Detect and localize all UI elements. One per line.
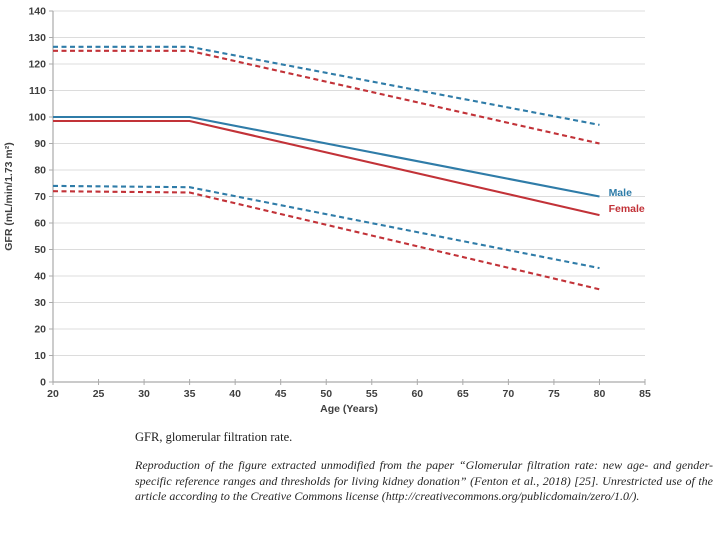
x-tick-label: 45	[275, 388, 287, 400]
x-tick-label: 40	[229, 388, 241, 400]
y-tick-label: 10	[34, 350, 46, 362]
x-tick-label: 25	[93, 388, 105, 400]
male-median-line	[53, 115, 600, 198]
y-tick-label: 140	[28, 6, 46, 18]
y-tick-label: 60	[34, 218, 46, 230]
gfr-line-chart: 0 10 20 30 40 50 60 70 80 90 100 110 120 130 140 20 25 30…	[3, 6, 651, 416]
y-tick-label: 30	[34, 297, 46, 309]
male-series-label: Male	[609, 187, 633, 199]
figure-caption: GFR, glomerular filtration rate. Reprodu…	[135, 430, 713, 505]
y-tick-label: 70	[34, 191, 46, 203]
x-tick-label: 55	[366, 388, 378, 400]
y-tick-label: 80	[34, 165, 46, 177]
female-upper-reference-limit-line	[53, 49, 600, 145]
x-tick-label: 75	[548, 388, 560, 400]
female-lower-reference-limit-line	[52, 190, 600, 291]
y-axis-title: GFR (mL/min/1.73 m²)	[3, 142, 15, 251]
x-axis-title: Age (Years)	[320, 403, 378, 415]
x-tick-label: 60	[411, 388, 423, 400]
x-tick-label: 80	[594, 388, 606, 400]
license-note: Reproduction of the figure extracted unm…	[135, 458, 713, 503]
x-tick-label: 35	[184, 388, 196, 400]
x-tick-label: 30	[138, 388, 150, 400]
male-upper-reference-limit-line	[53, 45, 600, 126]
y-tick-label: 20	[34, 324, 46, 336]
y-tick-label: 40	[34, 271, 46, 283]
y-tick-label: 110	[29, 85, 46, 97]
female-median-line	[53, 119, 600, 217]
x-tick-label: 65	[457, 388, 469, 400]
x-tick-label: 50	[320, 388, 332, 400]
male-lower-reference-limit-line	[52, 184, 600, 270]
y-tick-label: 130	[28, 32, 46, 44]
x-tick-label: 20	[47, 388, 59, 400]
y-tick-label: 0	[40, 377, 46, 389]
y-tick-label: 120	[28, 59, 46, 71]
y-tick-label: 100	[28, 112, 46, 124]
female-series-label: Female	[609, 203, 645, 215]
y-tick-label: 90	[34, 138, 46, 150]
abbreviation-note: GFR, glomerular filtration rate.	[135, 430, 293, 444]
y-tick-label: 50	[34, 244, 46, 256]
x-tick-label: 85	[639, 388, 651, 400]
x-tick-label: 70	[503, 388, 515, 400]
